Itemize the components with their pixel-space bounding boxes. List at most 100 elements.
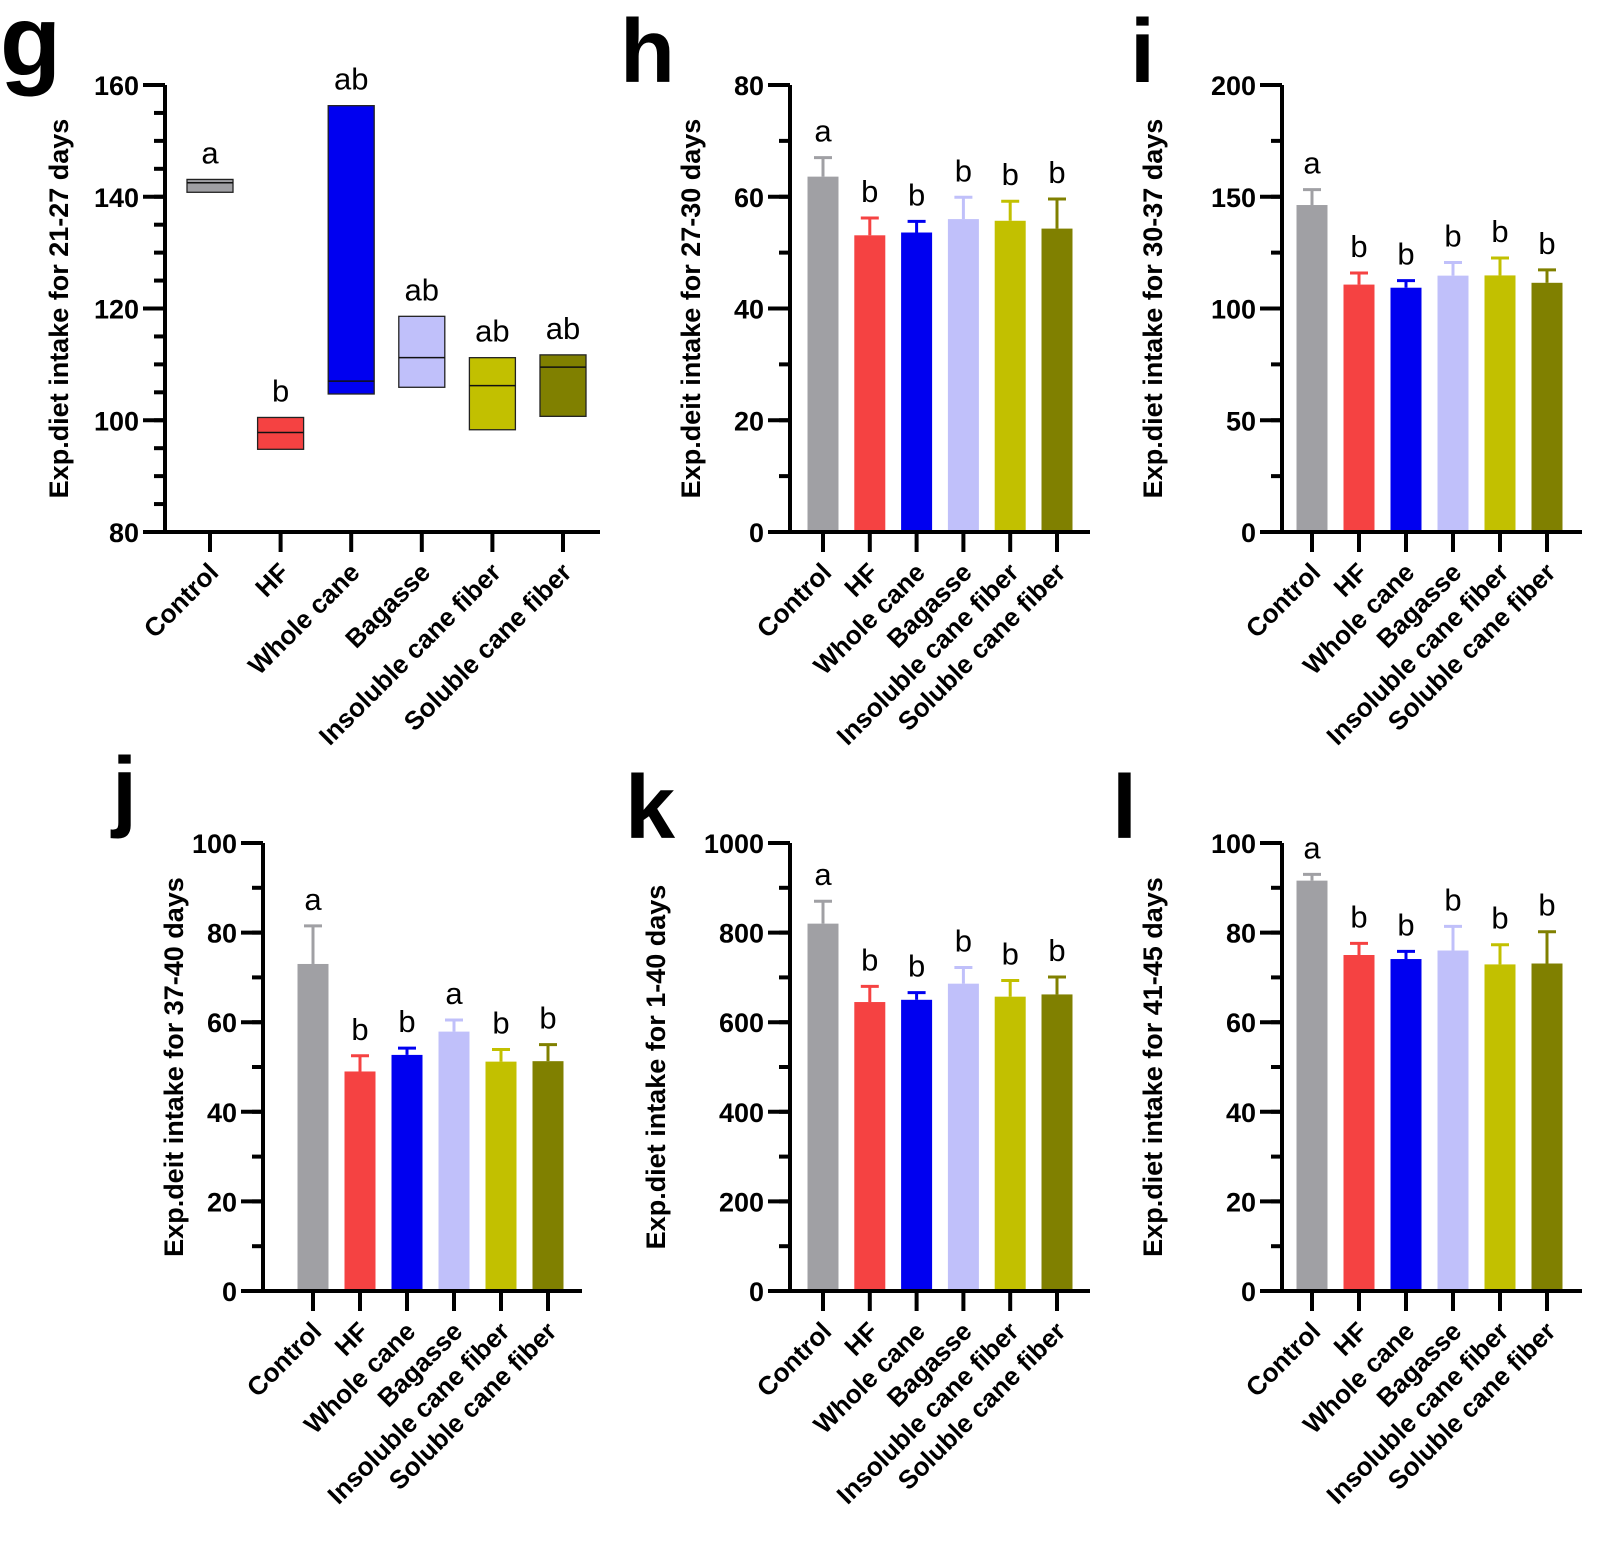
significance-label: b	[1538, 888, 1555, 923]
significance-label: b	[539, 1001, 556, 1036]
panel-letter: l	[1112, 758, 1137, 858]
y-tick-label: 80	[109, 518, 139, 548]
significance-label: b	[1350, 899, 1367, 934]
y-tick-label: 100	[1211, 295, 1256, 325]
bar	[1343, 955, 1375, 1289]
significance-label: b	[492, 1006, 509, 1041]
y-tick-label: 60	[207, 1008, 237, 1038]
y-tick-label: 400	[719, 1098, 764, 1128]
y-axis-label: Exp.diet intake for 1-40 days	[641, 885, 671, 1250]
panel-letter: i	[1130, 2, 1155, 102]
significance-label: b	[955, 153, 972, 188]
bar	[807, 923, 839, 1289]
significance-label: b	[1444, 882, 1461, 917]
bar	[391, 1054, 423, 1289]
y-tick-label: 800	[719, 919, 764, 949]
significance-label: b	[1002, 157, 1019, 192]
y-tick-label: 20	[207, 1187, 237, 1217]
y-tick-label: 100	[1211, 829, 1256, 859]
bar	[1343, 284, 1375, 530]
y-tick-label: 40	[1226, 1098, 1256, 1128]
panel-letter: k	[625, 758, 676, 858]
y-tick-label: 120	[94, 295, 139, 325]
bar	[901, 999, 933, 1289]
y-tick-label: 140	[94, 183, 139, 213]
y-tick-label: 40	[207, 1098, 237, 1128]
x-tick-label: Control	[1240, 1316, 1327, 1403]
bar	[1484, 275, 1516, 530]
y-tick-label: 0	[749, 1277, 764, 1307]
significance-label: b	[908, 949, 925, 984]
y-tick-label: 200	[1211, 71, 1256, 101]
x-tick-label: Control	[241, 1316, 328, 1403]
significance-label: b	[908, 177, 925, 212]
significance-label: b	[1048, 933, 1065, 968]
bar	[854, 235, 886, 530]
bar	[485, 1061, 517, 1289]
significance-label: ab	[546, 311, 580, 346]
significance-label: a	[1303, 146, 1321, 181]
significance-label: ab	[475, 314, 509, 349]
y-tick-label: 20	[1226, 1187, 1256, 1217]
y-tick-label: 600	[719, 1008, 764, 1038]
y-tick-label: 100	[94, 406, 139, 436]
bar	[1041, 228, 1073, 530]
y-tick-label: 100	[192, 829, 237, 859]
y-axis-label: Exp.diet intake for 21-27 days	[44, 119, 74, 499]
significance-label: a	[445, 976, 463, 1011]
bar	[1484, 964, 1516, 1289]
y-tick-label: 200	[719, 1187, 764, 1217]
bar	[947, 219, 979, 530]
significance-label: b	[1350, 229, 1367, 264]
significance-label: b	[861, 174, 878, 209]
significance-label: b	[1002, 937, 1019, 972]
y-tick-label: 0	[222, 1277, 237, 1307]
range-bar	[186, 178, 234, 193]
bar	[947, 983, 979, 1289]
y-tick-label: 20	[734, 406, 764, 436]
y-tick-label: 160	[94, 71, 139, 101]
y-axis-label: Exp.diet intake for 41-45 days	[1138, 877, 1168, 1257]
panel-i: i Exp.diet intake for 30-37 days 0 50 100 150…	[1130, 2, 1582, 751]
significance-label: a	[814, 857, 832, 892]
bar	[1531, 282, 1563, 530]
bar	[1437, 275, 1469, 530]
y-tick-label: 80	[1226, 919, 1256, 949]
bar	[994, 996, 1026, 1289]
bar	[1390, 287, 1422, 530]
bar	[994, 220, 1026, 530]
x-tick-label: Control	[751, 1316, 838, 1403]
significance-label: ab	[334, 62, 368, 97]
range-bar	[256, 416, 305, 450]
y-tick-label: 60	[1226, 1008, 1256, 1038]
significance-label: b	[955, 924, 972, 959]
bar	[807, 176, 839, 530]
y-tick-label: 0	[1241, 518, 1256, 548]
bar	[344, 1071, 376, 1289]
bar	[854, 1002, 886, 1289]
y-tick-label: 60	[734, 183, 764, 213]
y-tick-label: 50	[1226, 406, 1256, 436]
y-axis-label: Exp.deit intake for 37-40 days	[159, 877, 189, 1257]
significance-label: a	[814, 114, 832, 149]
bar	[1437, 950, 1469, 1289]
significance-label: b	[1397, 237, 1414, 272]
range-bar	[468, 357, 517, 431]
bar	[1296, 205, 1328, 530]
significance-label: b	[1491, 901, 1508, 936]
significance-label: a	[1303, 830, 1321, 865]
panel-letter: j	[110, 740, 137, 840]
significance-label: b	[1538, 226, 1555, 261]
y-tick-label: 150	[1211, 183, 1256, 213]
significance-label: ab	[405, 272, 439, 307]
y-tick-label: 0	[749, 518, 764, 548]
significance-label: a	[304, 882, 322, 917]
significance-label: b	[351, 1012, 368, 1047]
bar	[532, 1061, 564, 1289]
range-bar	[398, 315, 446, 388]
x-tick-label: Control	[138, 557, 225, 644]
y-tick-label: 40	[734, 295, 764, 325]
x-tick-label: HF	[249, 557, 295, 603]
y-axis-label: Exp.diet intake for 30-37 days	[1138, 119, 1168, 499]
